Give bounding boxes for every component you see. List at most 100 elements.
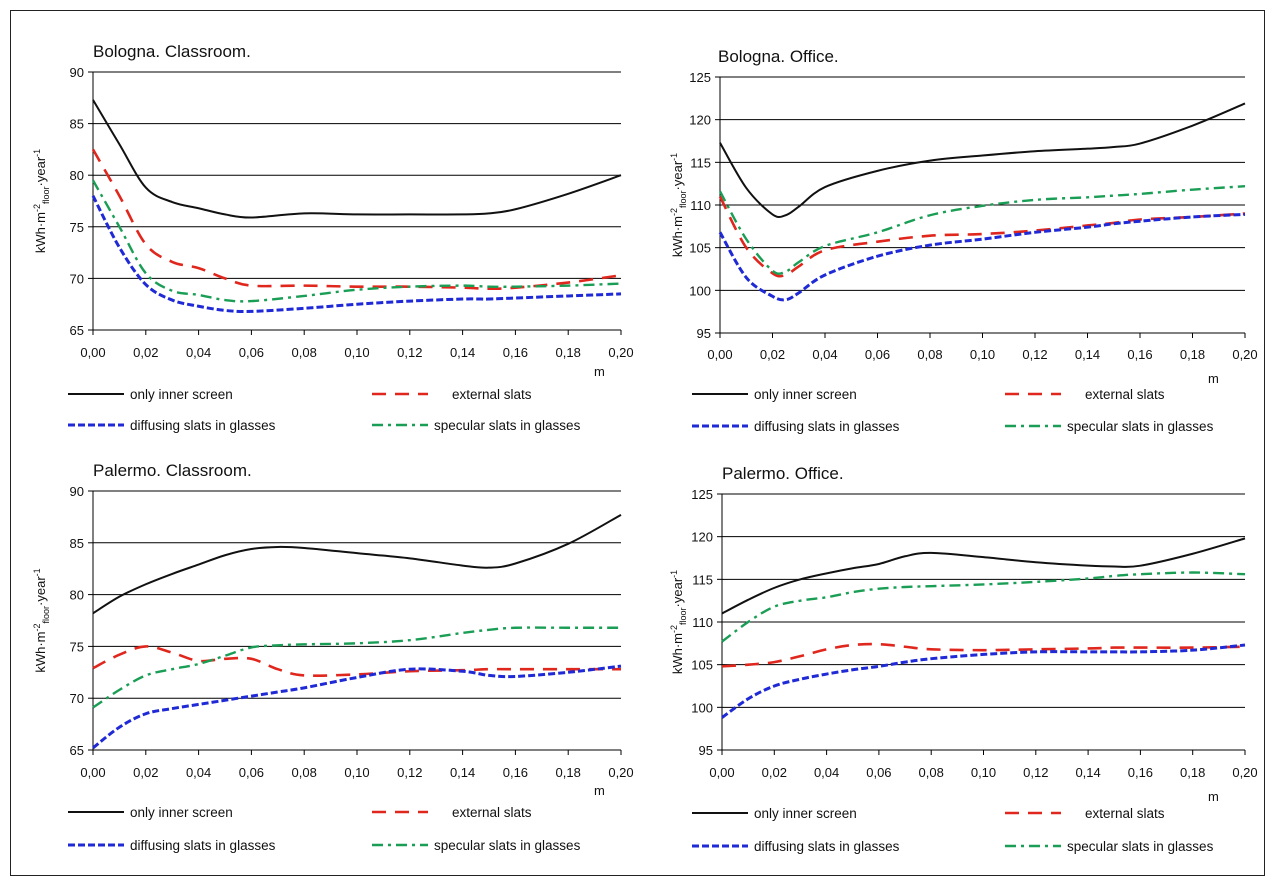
chart-title: Palermo. Office. [722,464,844,483]
x-tick-label: 0,00 [707,347,732,362]
y-tick-label: 90 [70,65,84,80]
series-line-external [721,642,1246,668]
x-tick-label: 0,18 [1180,347,1205,362]
legend-label: specular slats in glasses [1067,839,1214,854]
x-tick-label: 0,02 [762,765,787,780]
y-tick-label: 115 [690,155,711,170]
legend-item-external: external slats [1005,387,1165,402]
legend-label: external slats [1085,806,1165,821]
legend-item-specular: specular slats in glasses [1005,419,1214,434]
x-tick-label: 0,10 [970,347,995,362]
x-tick-label: 0,14 [450,345,475,360]
y-tick-label: 95 [699,743,713,758]
y-axis-label: kWh·m-2floor·year-1 [669,570,688,674]
x-tick-label: 0,06 [865,347,890,362]
legend-label: diffusing slats in glasses [754,839,900,854]
x-tick-label: 0,20 [608,345,633,360]
legend-item-diffusing: diffusing slats in glasses [68,838,276,853]
y-tick-label: 80 [70,588,84,603]
x-tick-label: 0,02 [133,765,158,780]
legend-label: external slats [452,805,532,820]
legend-item-only: only inner screen [692,806,857,821]
chart-2: Bologna. Office. 95 100 105 110 115 120 125 0,00… [669,47,1258,434]
x-tick-label: 0,06 [866,765,891,780]
series-line-diffusing [92,664,622,750]
y-tick-label: 65 [70,743,84,758]
x-tick-label: 0,12 [1023,765,1048,780]
series-line-specular [92,626,621,709]
x-tick-label: 0,20 [1232,765,1257,780]
series-line-specular [718,185,1246,275]
figure-frame [10,10,1265,876]
x-tick-label: 0,12 [1022,347,1047,362]
chart-title: Palermo. Classroom. [93,461,252,480]
y-axis-label: kWh·m-2floor·year-1 [32,149,51,253]
series-line-only [719,102,1246,219]
y-tick-label: 125 [689,70,711,85]
legend-item-external: external slats [1005,806,1165,821]
x-tick-label: 0,08 [292,345,317,360]
series-line-external [91,148,622,291]
x-tick-label: 0,06 [239,765,264,780]
legend-item-external: external slats [372,387,532,402]
x-tick-label: 0,16 [1127,347,1152,362]
y-tick-label: 65 [70,323,84,338]
series-line-external [92,645,621,678]
chart-title: Bologna. Classroom. [93,42,251,61]
chart-1: Bologna. Classroom. 65 70 75 80 85 90 0,00 0,02 0… [32,42,634,433]
legend-label: diffusing slats in glasses [130,838,276,853]
y-tick-label: 100 [691,700,713,715]
x-axis-label: m [594,364,605,379]
x-tick-label: 0,10 [344,345,369,360]
y-tick-label: 110 [690,198,711,213]
x-axis-label: m [1208,371,1219,386]
chart-4: Palermo. Office. 95 100 105 110 115 120 125 0,00… [669,464,1258,854]
x-tick-label: 0,12 [397,345,422,360]
y-tick-label: 105 [689,241,711,256]
x-tick-label: 0,02 [760,347,785,362]
series-line-external [718,195,1246,278]
y-tick-label: 80 [70,168,84,183]
y-tick-label: 110 [692,615,713,630]
legend-item-only: only inner screen [68,387,233,402]
legend-label: specular slats in glasses [434,838,581,853]
series-line-diffusing [718,212,1246,302]
y-axis-label: kWh·m-2floor·year-1 [32,568,51,672]
y-tick-label: 95 [697,326,711,341]
legend-item-only: only inner screen [68,805,233,820]
legend-item-diffusing: diffusing slats in glasses [692,419,900,434]
x-tick-label: 0,10 [971,765,996,780]
x-tick-label: 0,16 [1128,765,1153,780]
series-line-diffusing [91,195,622,314]
series-line-specular [721,571,1246,643]
x-tick-label: 0,04 [186,345,211,360]
y-tick-label: 85 [70,117,84,132]
y-tick-label: 85 [70,536,84,551]
legend-label: diffusing slats in glasses [754,419,900,434]
legend-label: specular slats in glasses [434,418,581,433]
x-tick-label: 0,16 [503,765,528,780]
y-tick-label: 120 [691,530,713,545]
series-line-specular [91,179,622,303]
legend-label: only inner screen [754,806,857,821]
legend-label: only inner screen [754,387,857,402]
chart-title: Bologna. Office. [718,47,839,66]
x-tick-label: 0,18 [556,345,581,360]
legend-label: external slats [452,387,532,402]
x-axis-label: m [1208,789,1219,804]
legend-label: specular slats in glasses [1067,419,1214,434]
x-tick-label: 0,00 [80,345,105,360]
legend-item-specular: specular slats in glasses [372,838,581,853]
y-tick-label: 75 [70,220,84,235]
legend-label: only inner screen [130,805,233,820]
y-tick-label: 105 [691,658,713,673]
legend-item-diffusing: diffusing slats in glasses [68,418,276,433]
x-tick-label: 0,00 [709,765,734,780]
x-tick-label: 0,10 [344,765,369,780]
legend-item-specular: specular slats in glasses [1005,839,1214,854]
x-tick-label: 0,12 [397,765,422,780]
x-tick-label: 0,06 [239,345,264,360]
legend-label: external slats [1085,387,1165,402]
x-tick-label: 0,18 [556,765,581,780]
legend-label: diffusing slats in glasses [130,418,276,433]
